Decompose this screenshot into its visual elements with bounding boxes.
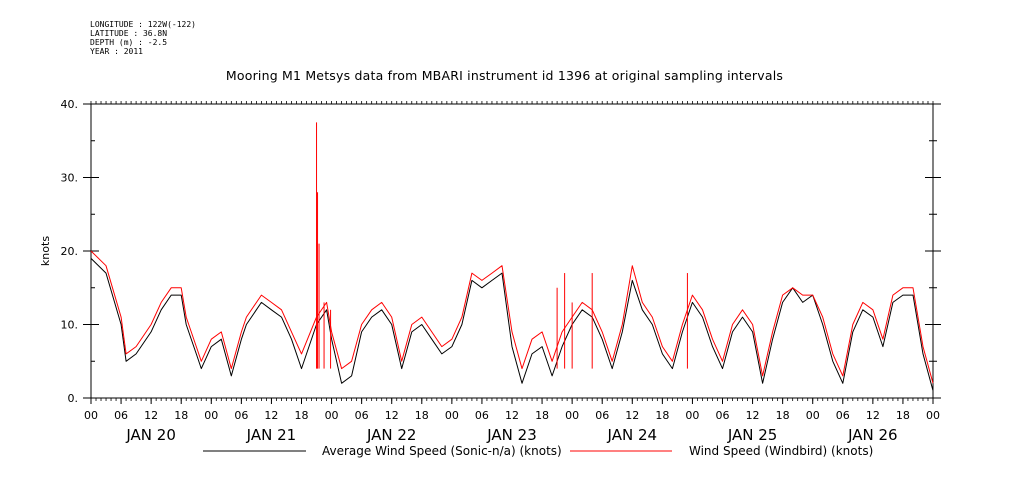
x-tick-label: 00 [204, 409, 218, 422]
y-tick-label: 20. [61, 245, 79, 258]
day-label: JAN 26 [847, 426, 898, 444]
y-tick-label: 0. [68, 392, 79, 405]
legend-label-1: Wind Speed (Windbird) (knots) [689, 444, 873, 458]
x-tick-label: 12 [866, 409, 880, 422]
x-tick-label: 06 [234, 409, 248, 422]
x-tick-label: 06 [595, 409, 609, 422]
x-tick-label: 18 [415, 409, 429, 422]
x-tick-label: 00 [565, 409, 579, 422]
x-tick-label: 12 [385, 409, 399, 422]
day-label: JAN 25 [727, 426, 778, 444]
x-tick-label: 06 [836, 409, 850, 422]
x-tick-label: 00 [926, 409, 940, 422]
y-tick-label: 40. [61, 98, 79, 111]
x-tick-label: 06 [114, 409, 128, 422]
x-tick-label: 12 [144, 409, 158, 422]
x-tick-label: 00 [685, 409, 699, 422]
depth-text: DEPTH (m) : -2.5 [90, 38, 168, 47]
year-text: YEAR : 2011 [90, 47, 143, 56]
y-axis-label: knots [39, 236, 52, 266]
day-label: JAN 23 [486, 426, 537, 444]
longitude-text: LONGITUDE : 122W(-122) [90, 20, 196, 29]
x-tick-label: 12 [746, 409, 760, 422]
x-tick-label: 12 [505, 409, 519, 422]
y-tick-label: 30. [61, 172, 79, 185]
x-tick-label: 18 [174, 409, 188, 422]
x-tick-label: 06 [716, 409, 730, 422]
x-tick-label: 00 [84, 409, 98, 422]
x-tick-label: 18 [896, 409, 910, 422]
day-label: JAN 21 [246, 426, 297, 444]
plot-frame [90, 103, 934, 399]
metadata-block: LONGITUDE : 122W(-122) LATITUDE : 36.8N … [90, 20, 196, 56]
latitude-text: LATITUDE : 36.8N [90, 29, 168, 38]
x-tick-label: 18 [295, 409, 309, 422]
day-label: JAN 22 [366, 426, 417, 444]
x-tick-label: 12 [625, 409, 639, 422]
x-tick-label: 00 [325, 409, 339, 422]
day-label: JAN 20 [125, 426, 176, 444]
x-tick-label: 00 [806, 409, 820, 422]
chart-title: Mooring M1 Metsys data from MBARI instru… [225, 68, 784, 83]
x-tick-label: 12 [264, 409, 278, 422]
legend-label-0: Average Wind Speed (Sonic-n/a) (knots) [322, 444, 562, 458]
x-tick-label: 18 [535, 409, 549, 422]
day-label: JAN 24 [607, 426, 658, 444]
x-tick-label: 18 [776, 409, 790, 422]
x-tick-label: 06 [475, 409, 489, 422]
x-tick-label: 18 [655, 409, 669, 422]
y-tick-label: 10. [61, 319, 79, 332]
x-tick-label: 00 [445, 409, 459, 422]
series-line-0 [90, 258, 934, 391]
x-tick-label: 06 [355, 409, 369, 422]
series-line-1 [90, 250, 934, 384]
